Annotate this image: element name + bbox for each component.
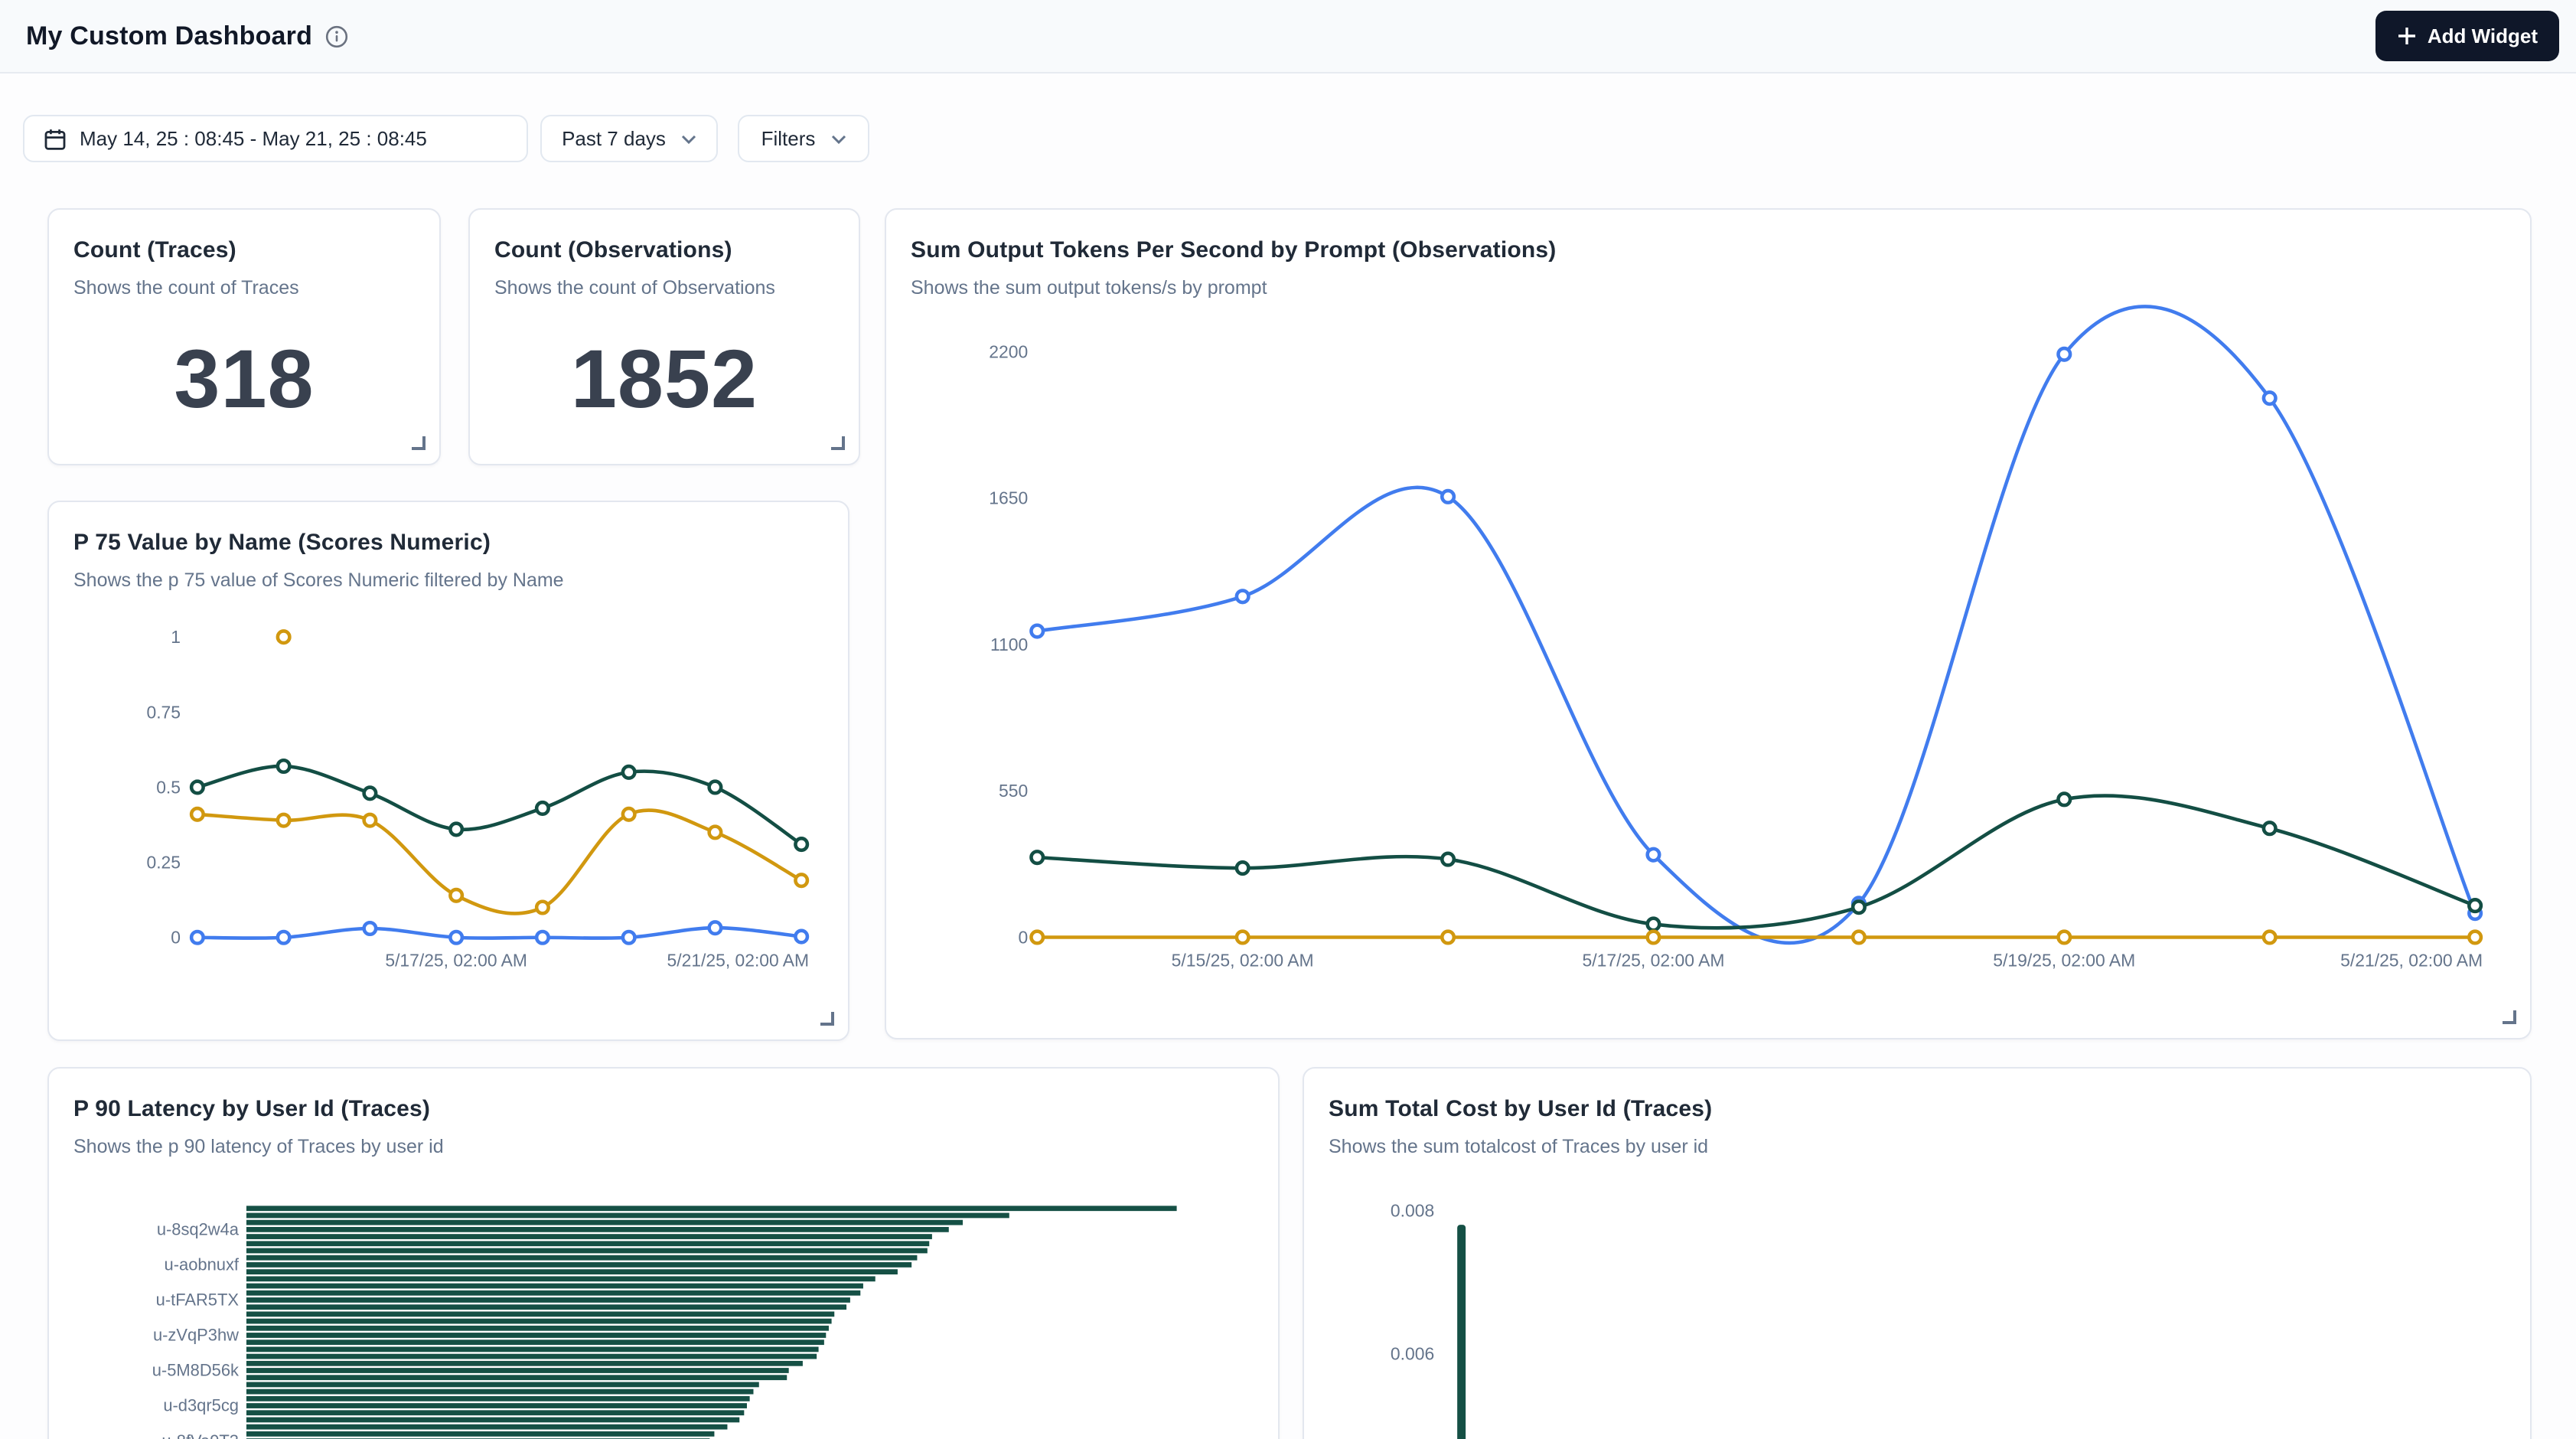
svg-text:0.75: 0.75 [146, 702, 181, 722]
svg-text:u-5M8D56k: u-5M8D56k [152, 1361, 239, 1380]
svg-text:u-8sq2w4a: u-8sq2w4a [157, 1220, 240, 1239]
widget-tokens-by-prompt[interactable]: Sum Output Tokens Per Second by Prompt (… [885, 208, 2532, 1039]
widget-title: P 90 Latency by User Id (Traces) [73, 1096, 431, 1122]
widget-subtitle: Shows the p 75 value of Scores Numeric f… [73, 569, 564, 591]
widget-title: Count (Traces) [73, 237, 236, 263]
svg-text:1: 1 [171, 627, 181, 647]
svg-text:u-zVqP3hw: u-zVqP3hw [153, 1326, 239, 1345]
widget-count-traces[interactable]: Count (Traces) Shows the count of Traces… [47, 208, 441, 465]
widget-total-cost[interactable]: Sum Total Cost by User Id (Traces) Shows… [1303, 1067, 2532, 1439]
widget-p90-latency[interactable]: P 90 Latency by User Id (Traces) Shows t… [47, 1067, 1280, 1439]
svg-text:u-aobnuxf: u-aobnuxf [165, 1255, 240, 1274]
resize-handle-icon[interactable] [2503, 1010, 2516, 1024]
svg-text:5/21/25, 02:00 AM: 5/21/25, 02:00 AM [2340, 950, 2483, 970]
count-traces-value: 318 [174, 334, 315, 426]
resize-handle-icon[interactable] [831, 436, 845, 450]
svg-text:u-tFAR5TX: u-tFAR5TX [156, 1291, 240, 1310]
widget-count-observations[interactable]: Count (Observations) Shows the count of … [468, 208, 860, 465]
plus-icon [2397, 26, 2417, 46]
svg-text:5/21/25, 02:00 AM: 5/21/25, 02:00 AM [667, 951, 810, 971]
range-preset-dropdown[interactable]: Past 7 days [540, 115, 718, 162]
svg-text:5/17/25, 02:00 AM: 5/17/25, 02:00 AM [385, 951, 527, 971]
resize-handle-icon[interactable] [412, 436, 426, 450]
add-widget-button[interactable]: Add Widget [2375, 11, 2559, 61]
count-observations-value: 1852 [570, 334, 758, 426]
svg-text:0.006: 0.006 [1391, 1344, 1434, 1364]
svg-text:u-d3qr5cg: u-d3qr5cg [163, 1396, 239, 1415]
chevron-down-icon [681, 134, 696, 143]
svg-text:0: 0 [1019, 927, 1029, 947]
widget-title: Sum Output Tokens Per Second by Prompt (… [911, 237, 1557, 263]
tokens-line-chart: 0 550 1100 1650 2200 5/15/25, 02:00 AM 5/17/25… [989, 305, 2483, 970]
resize-handle-icon[interactable] [820, 1012, 834, 1026]
filters-dropdown[interactable]: Filters [738, 115, 869, 162]
page-title: My Custom Dashboard [26, 21, 313, 50]
svg-text:0: 0 [171, 928, 181, 948]
filters-label: Filters [761, 127, 816, 150]
svg-text:5/15/25, 02:00 AM: 5/15/25, 02:00 AM [1172, 950, 1314, 970]
widget-subtitle: Shows the count of Traces [73, 277, 299, 299]
p90-bar-chart: u-8sq2w4a u-aobnuxf u-tFAR5TX u-zVqP3hw u-5M… [152, 1206, 1177, 1439]
total-cost-bar-chart: 0.008 0.006 [1391, 1200, 1466, 1439]
widget-subtitle: Shows the sum totalcost of Traces by use… [1329, 1136, 1709, 1157]
svg-text:u-8fVa9T3: u-8fVa9T3 [161, 1431, 239, 1439]
widget-subtitle: Shows the count of Observations [494, 277, 775, 299]
add-widget-label: Add Widget [2427, 24, 2538, 47]
info-icon[interactable] [324, 24, 349, 48]
calendar-icon [43, 126, 67, 151]
widget-title: Count (Observations) [494, 237, 732, 263]
svg-text:1650: 1650 [989, 488, 1028, 508]
svg-text:0.5: 0.5 [156, 777, 181, 797]
widget-subtitle: Shows the sum output tokens/s by prompt [911, 277, 1267, 299]
svg-text:1100: 1100 [990, 635, 1028, 654]
date-range-value: May 14, 25 : 08:45 - May 21, 25 : 08:45 [80, 127, 427, 150]
p75-line-chart: 0 0.25 0.5 0.75 1 5/17/25, 02:00 AM 5/21/25, 0… [146, 627, 810, 971]
widget-title: Sum Total Cost by User Id (Traces) [1329, 1096, 1713, 1122]
svg-text:550: 550 [999, 781, 1028, 801]
range-preset-value: Past 7 days [562, 127, 666, 150]
svg-text:0.008: 0.008 [1391, 1200, 1434, 1220]
widget-title: P 75 Value by Name (Scores Numeric) [73, 530, 491, 556]
svg-text:0.25: 0.25 [146, 853, 181, 873]
date-range-picker[interactable]: May 14, 25 : 08:45 - May 21, 25 : 08:45 [23, 115, 528, 162]
widget-p75-scores[interactable]: P 75 Value by Name (Scores Numeric) Show… [47, 501, 849, 1041]
widget-subtitle: Shows the p 90 latency of Traces by user… [73, 1136, 444, 1157]
svg-text:2200: 2200 [989, 341, 1028, 361]
svg-text:5/17/25, 02:00 AM: 5/17/25, 02:00 AM [1582, 950, 1724, 970]
top-bar: My Custom Dashboard Add Widget [0, 0, 2576, 73]
svg-text:5/19/25, 02:00 AM: 5/19/25, 02:00 AM [1993, 950, 2135, 970]
chevron-down-icon [830, 134, 846, 143]
